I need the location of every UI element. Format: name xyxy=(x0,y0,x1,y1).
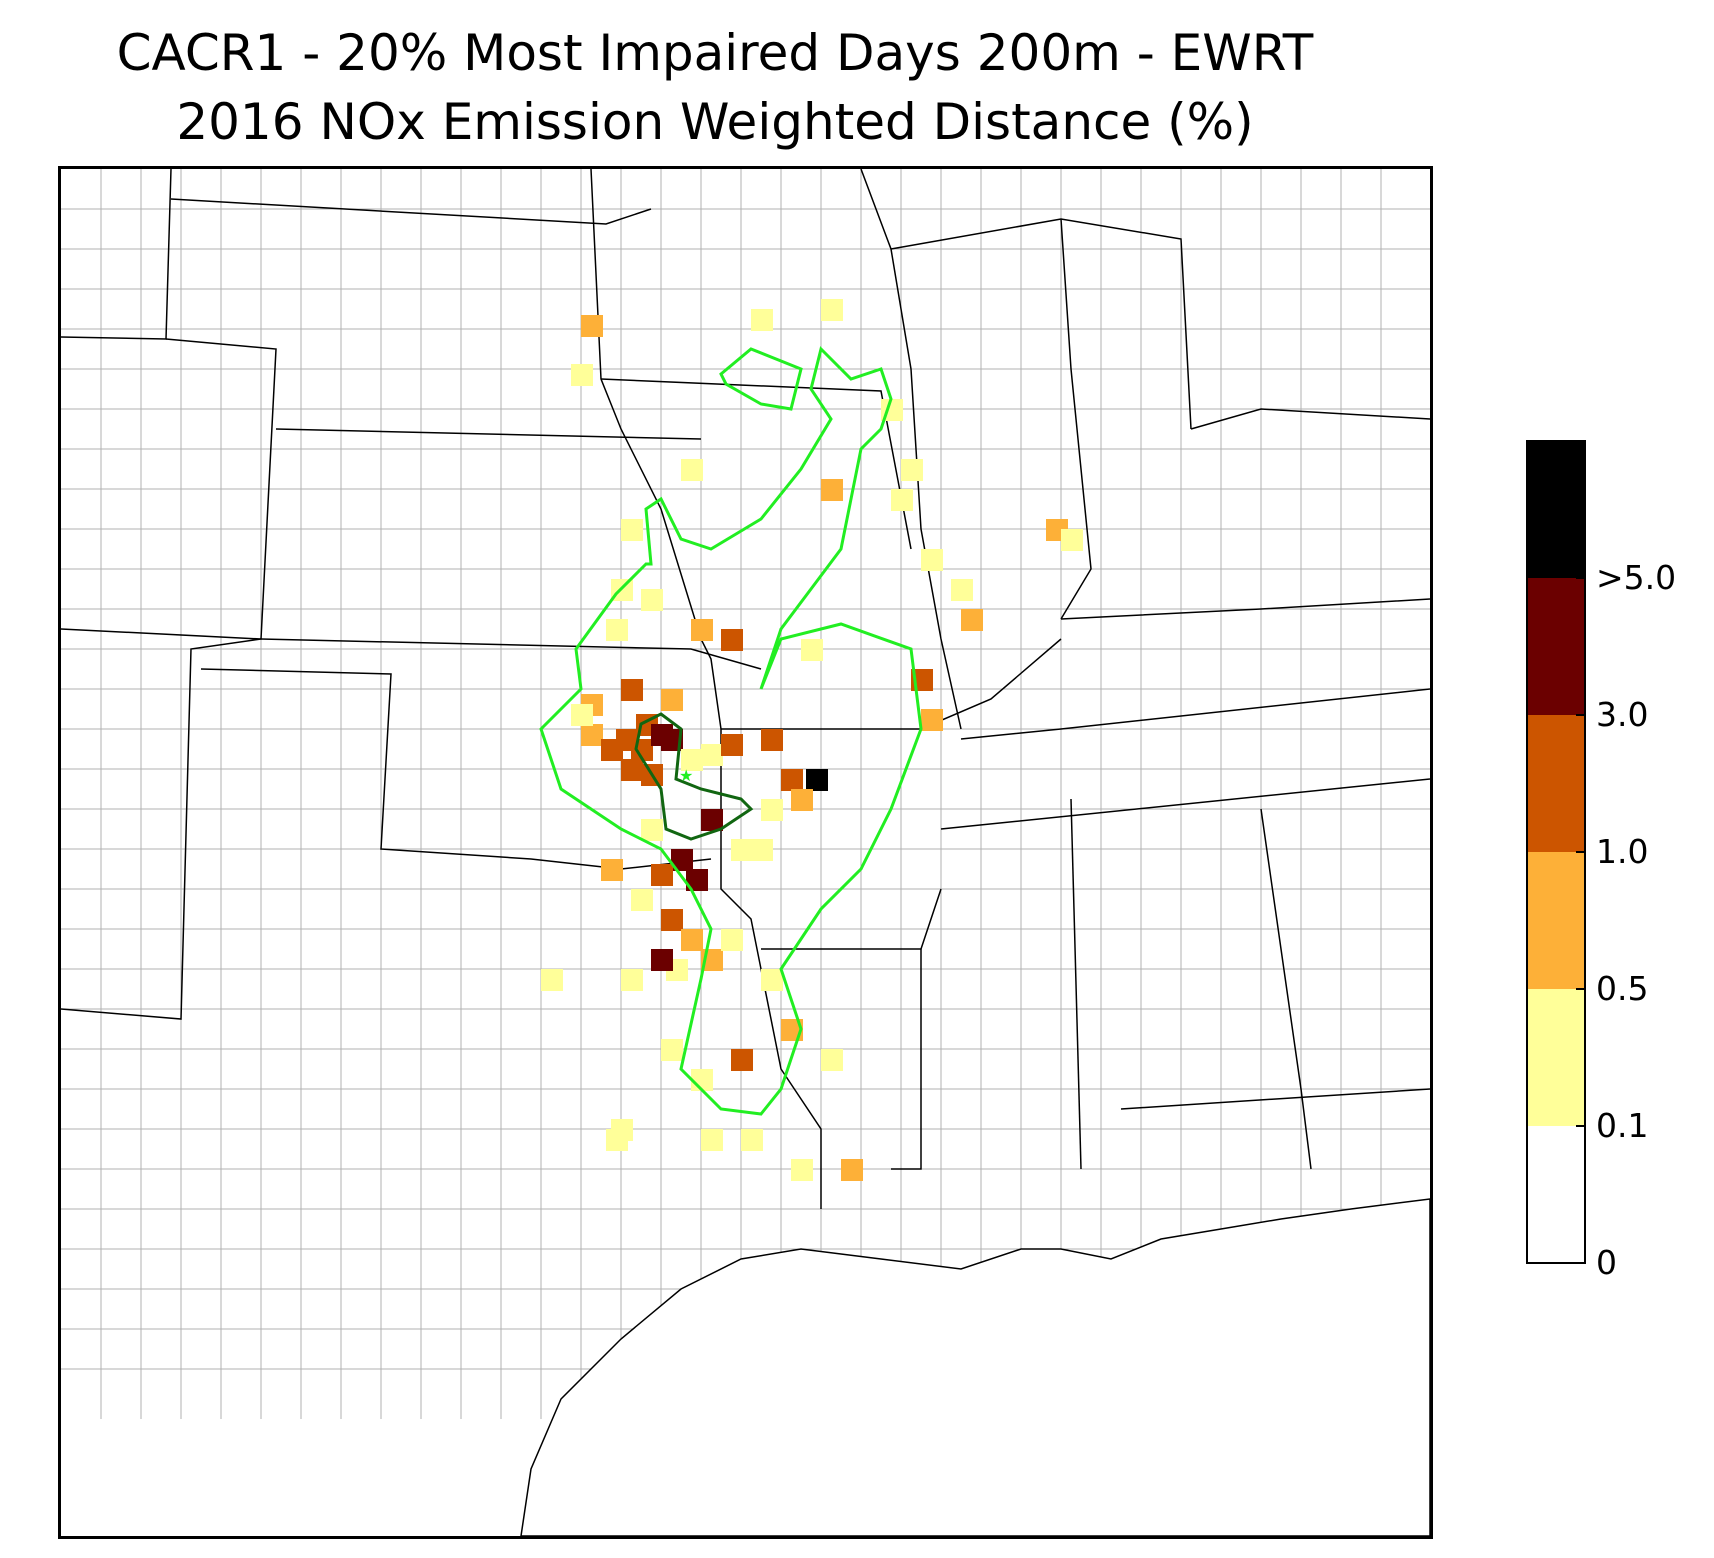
state-boundaries xyxy=(61,169,1430,1209)
emission-cell xyxy=(921,549,943,571)
emission-cell xyxy=(801,639,823,661)
emission-cell xyxy=(641,819,663,841)
emission-cell xyxy=(731,839,753,861)
emission-cell xyxy=(606,619,628,641)
emission-cell xyxy=(661,909,683,931)
emission-cell xyxy=(571,704,593,726)
emission-cell xyxy=(661,1039,683,1061)
emission-cell xyxy=(731,1049,753,1071)
emission-cell xyxy=(741,1129,763,1151)
emission-cell xyxy=(681,459,703,481)
emission-cell xyxy=(751,839,773,861)
emission-cells xyxy=(541,299,1083,1181)
emission-cell xyxy=(606,1129,628,1151)
emission-cell xyxy=(761,969,783,991)
emission-cell xyxy=(701,1129,723,1151)
emission-cell xyxy=(751,309,773,331)
colorbar-tick-label: 0.5 xyxy=(1596,969,1649,1008)
chart-subtitle: 2016 NOx Emission Weighted Distance (%) xyxy=(176,93,1254,151)
colorbar-segment xyxy=(1527,989,1585,1126)
map-canvas: ★ xyxy=(61,169,1430,1536)
colorbar-tick-label: 0 xyxy=(1596,1243,1617,1282)
emission-cell xyxy=(781,769,803,791)
emission-cell xyxy=(691,1069,713,1091)
emission-cell xyxy=(761,729,783,751)
emission-cell xyxy=(891,489,913,511)
colorbar-segment xyxy=(1527,441,1585,578)
emission-cell xyxy=(661,729,683,751)
emission-cell xyxy=(721,929,743,951)
emission-cell xyxy=(571,364,593,386)
emission-cell xyxy=(901,459,923,481)
colorbar-segment xyxy=(1527,1126,1585,1263)
emission-cell xyxy=(791,1159,813,1181)
emission-cell xyxy=(671,849,693,871)
colorbar xyxy=(1526,440,1586,1264)
emission-cell xyxy=(961,609,983,631)
emission-cell xyxy=(581,724,603,746)
emission-cell xyxy=(841,1159,863,1181)
colorbar-tick-label: 0.1 xyxy=(1596,1106,1649,1145)
colorbar-tick-label: 3.0 xyxy=(1596,695,1649,734)
emission-cell xyxy=(721,734,743,756)
emission-cell xyxy=(701,744,723,766)
emission-cell xyxy=(541,969,563,991)
emission-cell xyxy=(601,859,623,881)
emission-cell xyxy=(621,759,643,781)
emission-cell xyxy=(951,579,973,601)
colorbar-tick-label: 1.0 xyxy=(1596,832,1649,871)
emission-cell xyxy=(686,869,708,891)
colorbar-segment xyxy=(1527,715,1585,852)
emission-cell xyxy=(691,619,713,641)
emission-cell xyxy=(661,689,683,711)
emission-cell xyxy=(1061,529,1083,551)
emission-cell xyxy=(806,769,828,791)
emission-cell xyxy=(681,929,703,951)
outer-contour-north xyxy=(719,347,803,411)
emission-cell xyxy=(621,969,643,991)
emission-cell xyxy=(821,1049,843,1071)
emission-cell xyxy=(651,949,673,971)
emission-cell xyxy=(621,519,643,541)
inner-contour xyxy=(634,712,754,841)
emission-cell xyxy=(651,864,673,886)
colorbar-segment xyxy=(1527,578,1585,715)
emission-cell xyxy=(791,789,813,811)
emission-cell xyxy=(631,889,653,911)
emission-cell xyxy=(681,749,703,771)
colorbar-segment xyxy=(1527,852,1585,989)
emission-cell xyxy=(821,299,843,321)
emission-cell xyxy=(581,315,603,337)
chart-title: CACR1 - 20% Most Impaired Days 200m - EW… xyxy=(116,24,1314,82)
emission-cell xyxy=(921,709,943,731)
gulf-of-mexico xyxy=(520,1198,1430,1536)
emission-cell xyxy=(821,479,843,501)
emission-cell xyxy=(761,799,783,821)
receptor-marker-icon: ★ xyxy=(679,766,693,785)
colorbar-tick-label: >5.0 xyxy=(1596,558,1677,597)
emission-cell xyxy=(641,589,663,611)
map-panel[interactable]: ★ xyxy=(58,166,1433,1539)
emission-cell xyxy=(621,679,643,701)
outer-contour xyxy=(539,346,923,1116)
emission-cell xyxy=(721,629,743,651)
emission-cell xyxy=(701,809,723,831)
